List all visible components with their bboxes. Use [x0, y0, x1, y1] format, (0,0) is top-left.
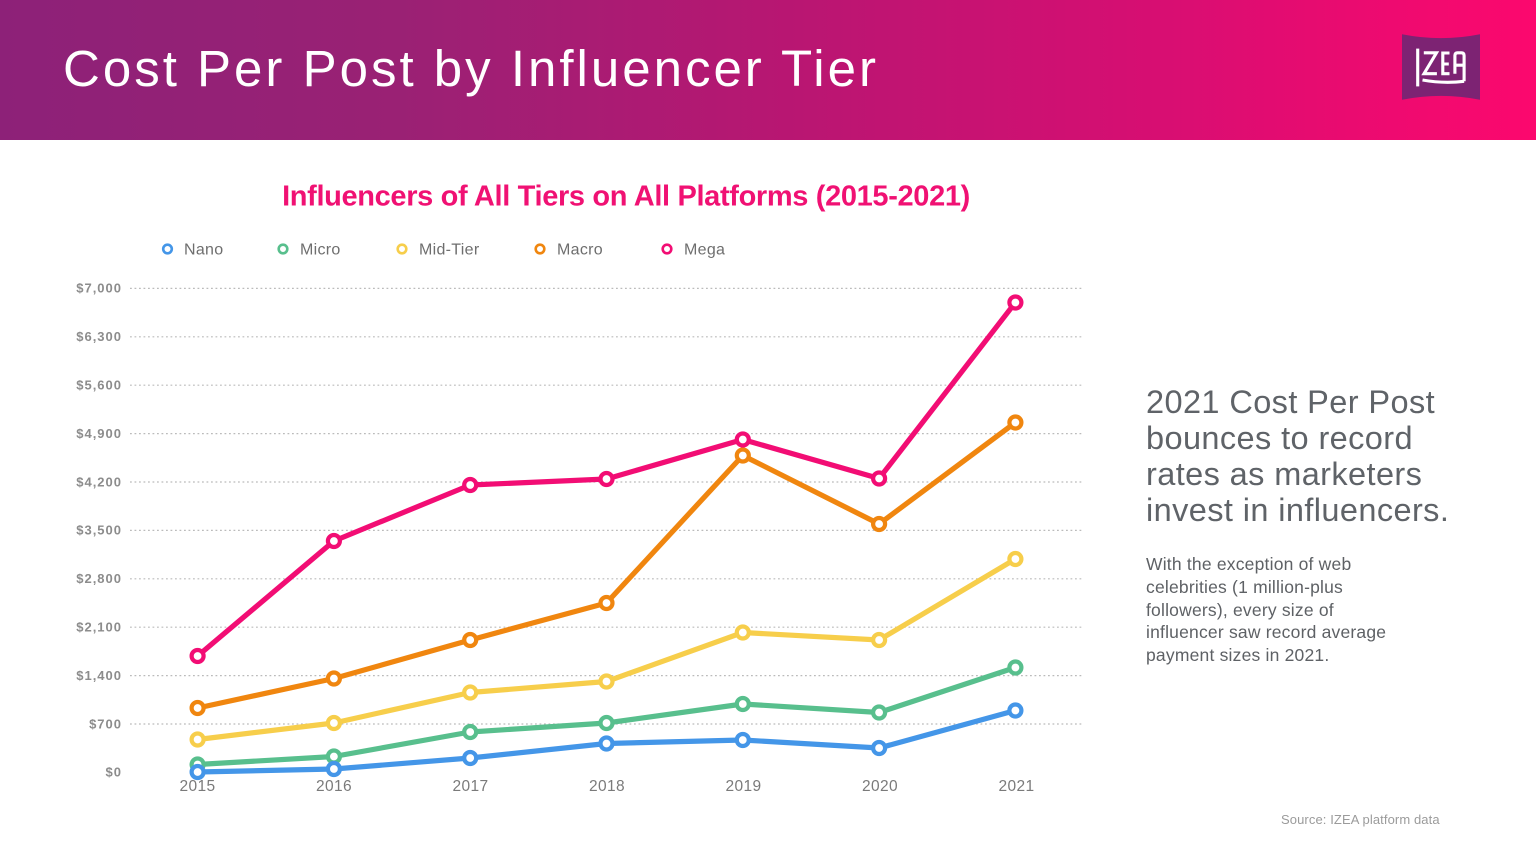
svg-text:2017: 2017 [452, 778, 488, 795]
svg-text:Nano: Nano [184, 242, 223, 259]
svg-text:Micro: Micro [300, 242, 341, 259]
svg-text:Macro: Macro [557, 242, 603, 259]
svg-text:$2,100: $2,100 [76, 620, 122, 635]
svg-text:2016: 2016 [316, 778, 352, 795]
svg-text:2018: 2018 [589, 778, 625, 795]
svg-text:Mega: Mega [684, 242, 725, 259]
svg-text:$1,400: $1,400 [76, 668, 122, 683]
svg-text:$4,900: $4,900 [76, 426, 122, 441]
svg-text:$5,600: $5,600 [76, 378, 122, 393]
svg-text:2021: 2021 [998, 778, 1034, 795]
svg-text:2015: 2015 [179, 778, 215, 795]
svg-text:2019: 2019 [725, 778, 761, 795]
svg-text:$4,200: $4,200 [76, 474, 122, 489]
svg-text:$6,300: $6,300 [76, 329, 122, 344]
svg-text:Influencers of All Tiers on Al: Influencers of All Tiers on All Platform… [282, 181, 970, 213]
svg-text:$7,000: $7,000 [76, 281, 122, 296]
svg-text:$3,500: $3,500 [76, 523, 122, 538]
svg-text:$0: $0 [106, 765, 122, 780]
svg-text:Mid-Tier: Mid-Tier [419, 242, 480, 259]
svg-text:$2,800: $2,800 [76, 571, 122, 586]
svg-text:$700: $700 [89, 716, 122, 731]
svg-text:2020: 2020 [862, 778, 898, 795]
